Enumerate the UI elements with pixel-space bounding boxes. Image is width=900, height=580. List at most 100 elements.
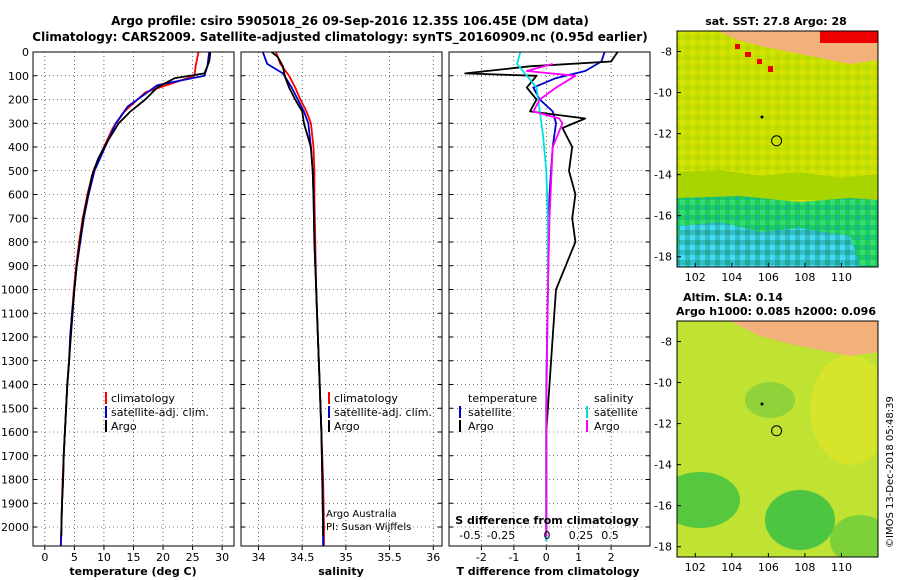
x-tick-label: 2 xyxy=(608,551,615,564)
depth-tick-label: 1800 xyxy=(1,474,29,487)
legend-label-satellite: satellite-adj. clim. xyxy=(334,406,432,419)
sst-hot-pixel xyxy=(757,59,762,64)
sst-hot-pixel xyxy=(745,52,751,57)
sst-map-frame xyxy=(676,30,879,268)
map-y-tick-label: -12 xyxy=(654,418,672,431)
depth-axis-labels: 0 100 200 300 400 500 600 700 800 900 1000 1100 1200… xyxy=(1,46,29,534)
map-y-tick-label: -14 xyxy=(654,459,672,472)
depth-tick-label: 1700 xyxy=(1,450,29,463)
depth-tick-label: 200 xyxy=(8,94,29,107)
map-y-tick-label: -8 xyxy=(661,46,672,59)
series-line-argo xyxy=(60,52,212,537)
legend-label-t-argo: Argo xyxy=(468,420,494,433)
temperature-xlabel: temperature (deg C) xyxy=(69,565,196,578)
x-tick-label: 35.5 xyxy=(377,551,402,564)
legend-label-t-satellite: satellite xyxy=(468,406,512,419)
map-x-tick-label: 104 xyxy=(721,561,742,574)
x-tick-label: 35 xyxy=(339,551,353,564)
s-tick-label: -0.5 xyxy=(459,529,480,542)
salinity-panel: 34 34.5 35 35.5 36 salinity climatology sate… xyxy=(240,51,443,578)
series-line-t-argo xyxy=(464,52,619,537)
figure-title-line2: Climatology: CARS2009. Satellite-adjuste… xyxy=(32,30,647,45)
series-line-s-satellite xyxy=(516,52,549,542)
temperature-panel: 0 5 10 15 20 25 30 temperature (deg C) climato… xyxy=(32,51,235,578)
salinity-legend: climatology satellite-adj. clim. Argo xyxy=(328,392,432,433)
salinity-lines xyxy=(261,52,325,546)
depth-tick-label: 1500 xyxy=(1,402,29,415)
x-tick-label: 30 xyxy=(215,551,229,564)
depth-tick-label: 1000 xyxy=(1,284,29,297)
sla-map-frame xyxy=(676,320,879,558)
legend-label-climatology: climatology xyxy=(111,392,175,405)
x-tick-label: 36 xyxy=(426,551,440,564)
map-y-tick-label: -18 xyxy=(654,251,672,264)
sst-map-ticks: 102 104 106 108 110 -8 -10 -12 -14 -16 -18 xyxy=(654,46,852,284)
x-tick-label: 34 xyxy=(251,551,265,564)
series-line-argo xyxy=(271,52,325,537)
difference-x-ticks: -2 -1 0 1 2 xyxy=(476,546,615,564)
map-x-tick-label: 110 xyxy=(831,561,852,574)
x-tick-label: 0 xyxy=(543,551,550,564)
series-line-s-argo xyxy=(525,63,577,537)
map-y-tick-label: -10 xyxy=(654,87,672,100)
x-tick-label: 1 xyxy=(575,551,582,564)
map-x-tick-label: 110 xyxy=(831,271,852,284)
s-difference-ticks: -0.5 -0.25 0 0.25 0.5 xyxy=(459,529,618,542)
map-y-tick-label: -10 xyxy=(654,377,672,390)
map-y-tick-label: -8 xyxy=(661,336,672,349)
map-y-tick-label: -14 xyxy=(654,169,672,182)
depth-tick-label: 1900 xyxy=(1,497,29,510)
argo-float-marker xyxy=(771,135,783,147)
salinity-x-ticks: 34 34.5 35 35.5 36 xyxy=(251,546,440,564)
depth-tick-label: 500 xyxy=(8,165,29,178)
depth-tick-label: 600 xyxy=(8,189,29,202)
sst-hot-pixel xyxy=(735,44,740,49)
difference-xlabel: T difference from climatology xyxy=(456,565,639,578)
depth-tick-label: 100 xyxy=(8,70,29,83)
map-x-tick-label: 102 xyxy=(685,271,706,284)
island-marker xyxy=(760,402,764,406)
island-marker xyxy=(760,115,764,119)
map-x-tick-label: 108 xyxy=(794,271,815,284)
s-tick-label: 0.5 xyxy=(601,529,619,542)
difference-frame xyxy=(448,51,651,547)
x-tick-label: 34.5 xyxy=(290,551,315,564)
depth-tick-label: 1400 xyxy=(1,379,29,392)
sla-map-title-line2: Argo h1000: 0.085 h2000: 0.096 xyxy=(676,305,876,318)
argo-float-marker xyxy=(771,425,783,437)
s-tick-label: -0.25 xyxy=(487,529,515,542)
sst-transition-band xyxy=(677,170,878,200)
sla-map: Altim. SLA: 0.14 Argo h1000: 0.085 h2000… xyxy=(654,291,879,574)
map-x-tick-label: 108 xyxy=(794,561,815,574)
sst-hot-pixel xyxy=(768,66,773,72)
sla-low-region xyxy=(830,515,878,557)
figure-title-line1: Argo profile: csiro 5905018_26 09-Sep-20… xyxy=(111,14,589,29)
map-x-tick-label: 106 xyxy=(758,271,779,284)
x-tick-label: 0 xyxy=(41,551,48,564)
difference-panel: -2 -1 0 1 2 T difference from climatology te… xyxy=(448,51,651,578)
salinity-xlabel: salinity xyxy=(318,565,364,578)
depth-tick-label: 1300 xyxy=(1,355,29,368)
difference-lines xyxy=(464,52,619,542)
sla-low-region xyxy=(677,472,740,528)
sla-land-java xyxy=(730,321,878,356)
sst-cold-field xyxy=(677,222,860,267)
legend-label-argo: Argo xyxy=(334,420,360,433)
legend-label-satellite: satellite-adj. clim. xyxy=(111,406,209,419)
credit-line1: Argo Australia xyxy=(326,509,397,520)
series-line-satellite-adj-clim- xyxy=(59,52,211,546)
temperature-lines xyxy=(59,52,212,546)
sst-hot-patch xyxy=(820,31,878,43)
depth-tick-label: 300 xyxy=(8,117,29,130)
difference-legend: temperature satellite Argo salinity sate… xyxy=(459,392,638,433)
map-x-tick-label: 106 xyxy=(758,561,779,574)
s-tick-label: 0.25 xyxy=(569,529,594,542)
depth-tick-label: 2000 xyxy=(1,521,29,534)
salinity-frame xyxy=(240,51,443,547)
legend-label-climatology: climatology xyxy=(334,392,398,405)
map-y-tick-label: -16 xyxy=(654,500,672,513)
depth-tick-label: 700 xyxy=(8,212,29,225)
sla-low-region xyxy=(745,382,795,418)
map-y-tick-label: -12 xyxy=(654,128,672,141)
sla-low-region xyxy=(765,490,835,550)
